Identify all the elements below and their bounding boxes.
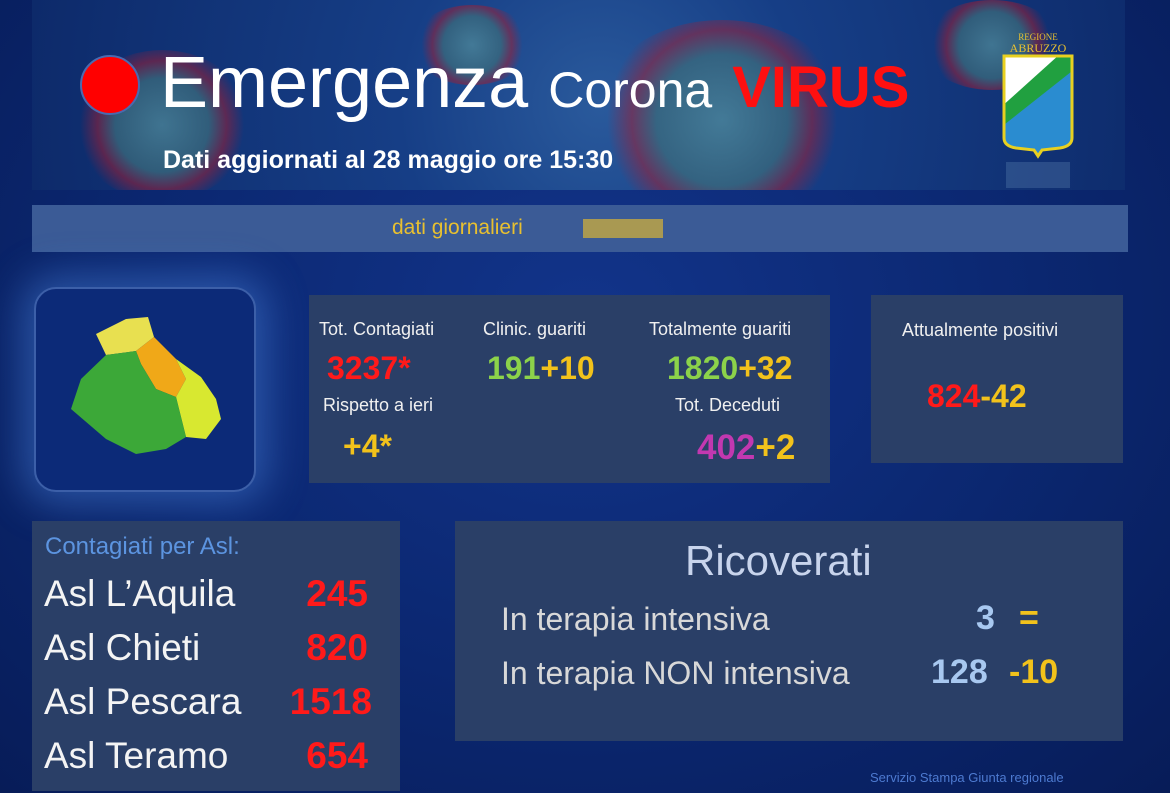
title-accent: VIRUS <box>732 55 910 120</box>
attualmente-positivi-value: 824-42 <box>927 378 1027 415</box>
tot-deceduti-value: 402+2 <box>697 428 795 468</box>
positivi-number: 824 <box>927 378 981 414</box>
positivi-panel: Attualmente positivi 824-42 <box>871 295 1123 463</box>
asl-value: 654 <box>306 735 368 776</box>
page-title: Emergenza Corona VIRUS <box>160 42 910 124</box>
totalmente-guariti-label: Totalmente guariti <box>649 319 792 339</box>
virus-image <box>592 20 852 190</box>
tot-deceduti-delta: +2 <box>755 428 796 467</box>
title-main: Emergenza <box>160 43 529 123</box>
legend-swatch <box>583 219 663 238</box>
totalmente-guariti-value: 1820+32 <box>667 350 792 387</box>
clinic-guariti-label: Clinic. guariti <box>483 319 587 339</box>
rispetto-ieri-label: Rispetto a ieri <box>323 395 434 415</box>
svg-text:ABRUZZO: ABRUZZO <box>1010 41 1067 55</box>
regione-abruzzo-logo: REGIONE ABRUZZO <box>1002 32 1074 188</box>
clinic-guariti-value: 191+10 <box>487 350 595 387</box>
ricoverati-label: In terapia intensiva <box>501 601 770 637</box>
red-dot-icon <box>80 55 140 115</box>
update-timestamp: Dati aggiornati al 28 maggio ore 15:30 <box>163 146 614 174</box>
asl-title: Contagiati per Asl: <box>45 533 240 560</box>
totalmente-guariti-number: 1820 <box>667 350 739 386</box>
ricoverati-panel: Ricoverati In terapia intensiva 3 = In t… <box>455 521 1123 741</box>
asl-panel: Contagiati per Asl: Asl L’Aquila 245 Asl… <box>32 521 400 791</box>
ricoverati-title: Ricoverati <box>685 537 872 584</box>
region-map <box>34 287 256 492</box>
daily-data-bar <box>32 205 1128 252</box>
footer-credit: Servizio Stampa Giunta regionale <box>870 770 1064 785</box>
ricoverati-label: In terapia NON intensiva <box>501 655 850 691</box>
ricoverati-delta: = <box>1019 599 1039 637</box>
asl-name: Asl Chieti <box>44 627 201 668</box>
clinic-guariti-number: 191 <box>487 350 541 386</box>
ricoverati-value: 3 <box>976 599 995 637</box>
asl-name: Asl Teramo <box>44 735 229 776</box>
title-mid: Corona <box>548 62 713 118</box>
asl-value: 245 <box>306 573 368 614</box>
ricoverati-value: 128 <box>931 653 988 691</box>
clinic-guariti-delta: +10 <box>540 350 595 386</box>
stats-panel: Tot. Contagiati 3237* Rispetto a ieri +4… <box>309 295 830 483</box>
asl-name: Asl Pescara <box>44 681 242 722</box>
tot-contagiati-value: 3237* <box>327 350 411 386</box>
header-banner <box>32 0 1125 190</box>
asl-name: Asl L’Aquila <box>44 573 236 614</box>
totalmente-guariti-delta: +32 <box>738 350 793 386</box>
virus-image <box>412 5 532 85</box>
attualmente-positivi-label: Attualmente positivi <box>902 320 1059 340</box>
positivi-delta: -42 <box>980 378 1027 414</box>
asl-value: 820 <box>306 627 368 668</box>
tot-contagiati-label: Tot. Contagiati <box>319 319 435 339</box>
daily-data-label: dati giornalieri <box>392 216 523 239</box>
asl-value: 1518 <box>289 681 372 722</box>
tot-deceduti-label: Tot. Deceduti <box>675 395 781 415</box>
ricoverati-delta: -10 <box>1009 653 1059 691</box>
tot-deceduti-number: 402 <box>697 428 756 467</box>
svg-text:REGIONE: REGIONE <box>1018 32 1058 42</box>
abruzzo-map-icon <box>71 317 221 454</box>
rispetto-ieri-value: +4* <box>343 428 392 464</box>
